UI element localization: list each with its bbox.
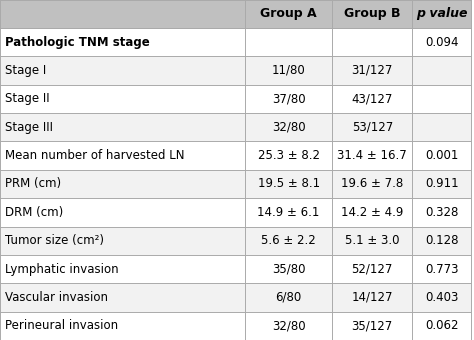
Text: 31/127: 31/127 (352, 64, 393, 77)
Text: 11/80: 11/80 (272, 64, 305, 77)
Text: 31.4 ± 16.7: 31.4 ± 16.7 (337, 149, 407, 162)
Bar (0, 255, 471, 283)
Text: Mean number of harvested LN: Mean number of harvested LN (5, 149, 184, 162)
Text: Lymphatic invasion: Lymphatic invasion (5, 262, 118, 275)
Text: 5.1 ± 3.0: 5.1 ± 3.0 (345, 234, 400, 247)
Text: Vascular invasion: Vascular invasion (5, 291, 108, 304)
Bar (412, 0, 471, 28)
Text: Pathologic TNM stage: Pathologic TNM stage (5, 36, 149, 49)
Bar (0, 283, 471, 312)
Text: DRM (cm): DRM (cm) (5, 206, 63, 219)
Text: 32/80: 32/80 (272, 319, 305, 332)
Text: 37/80: 37/80 (272, 92, 305, 105)
Text: 14/127: 14/127 (352, 291, 393, 304)
Text: 0.328: 0.328 (425, 206, 458, 219)
Text: 43/127: 43/127 (352, 92, 393, 105)
Text: 35/127: 35/127 (352, 319, 393, 332)
Text: 52/127: 52/127 (352, 262, 393, 275)
Text: 0.001: 0.001 (425, 149, 458, 162)
Text: 0.911: 0.911 (425, 177, 458, 190)
Text: 32/80: 32/80 (272, 121, 305, 134)
Text: Group B: Group B (344, 7, 401, 20)
Bar (0, 85, 471, 113)
Text: Stage I: Stage I (5, 64, 46, 77)
Text: 0.062: 0.062 (425, 319, 458, 332)
Bar (0, 226, 471, 255)
Text: 0.773: 0.773 (425, 262, 458, 275)
Text: p value: p value (416, 7, 467, 20)
Text: 0.403: 0.403 (425, 291, 458, 304)
Text: Tumor size (cm²): Tumor size (cm²) (5, 234, 104, 247)
Bar (0, 113, 471, 141)
Text: Perineural invasion: Perineural invasion (5, 319, 118, 332)
Text: Stage III: Stage III (5, 121, 53, 134)
Bar (0, 56, 471, 85)
Bar (0, 170, 471, 198)
Text: Stage II: Stage II (5, 92, 49, 105)
Text: 25.3 ± 8.2: 25.3 ± 8.2 (257, 149, 319, 162)
Text: 5.6 ± 2.2: 5.6 ± 2.2 (261, 234, 316, 247)
Bar (0, 198, 471, 226)
Text: 19.6 ± 7.8: 19.6 ± 7.8 (341, 177, 403, 190)
Bar (0, 141, 471, 170)
Bar (0, 28, 471, 56)
Text: PRM (cm): PRM (cm) (5, 177, 61, 190)
Text: 14.2 ± 4.9: 14.2 ± 4.9 (341, 206, 403, 219)
Text: 0.128: 0.128 (425, 234, 458, 247)
Text: Group A: Group A (260, 7, 317, 20)
Bar (245, 0, 332, 28)
Text: 19.5 ± 8.1: 19.5 ± 8.1 (257, 177, 319, 190)
Text: 53/127: 53/127 (352, 121, 393, 134)
Text: 6/80: 6/80 (275, 291, 302, 304)
Text: 14.9 ± 6.1: 14.9 ± 6.1 (257, 206, 320, 219)
Text: 0.094: 0.094 (425, 36, 458, 49)
Bar (332, 0, 412, 28)
Bar (0, 0, 245, 28)
Bar (0, 312, 471, 340)
Text: 35/80: 35/80 (272, 262, 305, 275)
